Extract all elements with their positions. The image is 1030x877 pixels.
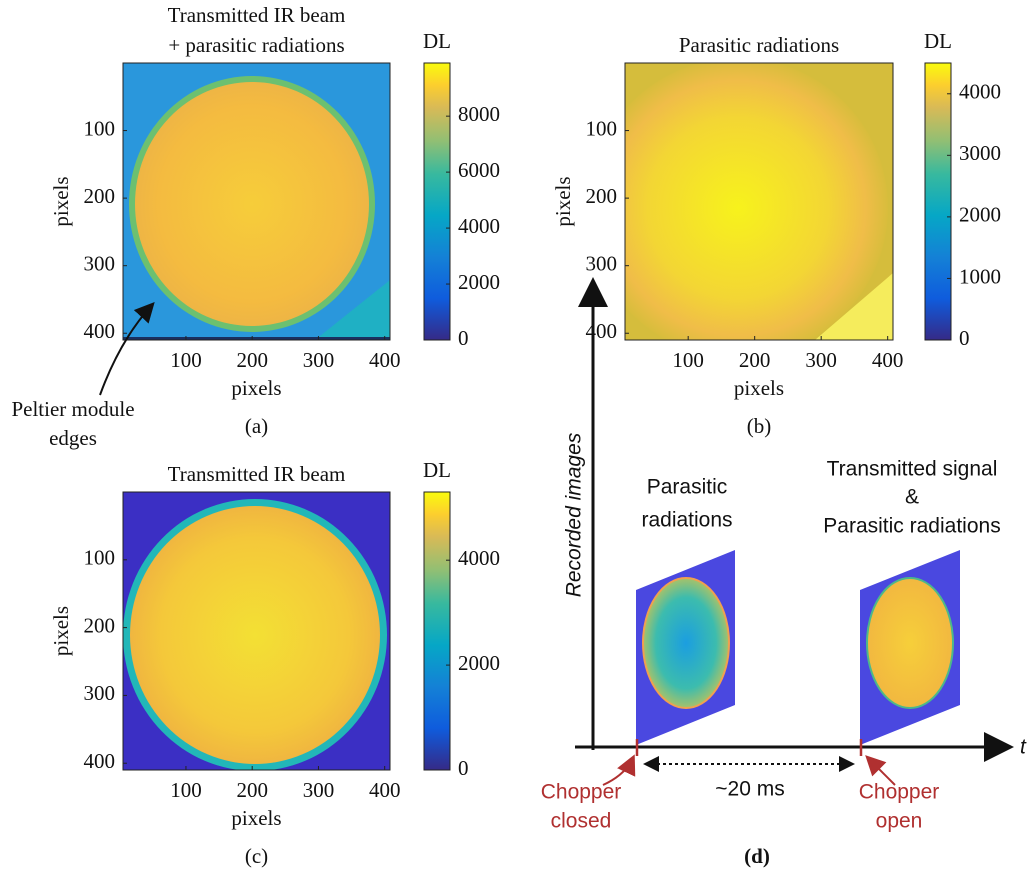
y-tick-label: 300 (84, 251, 116, 275)
colorbar-label: DL (924, 29, 952, 53)
event-label: Chopper (541, 781, 622, 804)
heatmap-b (625, 63, 893, 340)
colorbar-label: DL (423, 458, 451, 482)
caption: (a) (245, 414, 268, 438)
chart-title: + parasitic radiations (168, 33, 344, 57)
annotation-arrow (99, 302, 155, 396)
x-tick-label: 400 (369, 778, 401, 802)
y-tick-label: 200 (84, 613, 116, 637)
x-tick-label: 100 (672, 348, 704, 372)
event-label: Chopper (859, 781, 940, 804)
heatmap-a (123, 63, 390, 340)
frame-image (866, 577, 954, 709)
colorbar-tick-label: 4000 (458, 214, 500, 238)
heatmap-c (123, 492, 390, 770)
y-axis-label: pixels (49, 606, 73, 656)
colorbar-tick-label: 0 (959, 326, 970, 350)
colorbar (423, 491, 451, 771)
x-tick-label: 300 (805, 348, 837, 372)
chart-title: Parasitic radiations (679, 33, 839, 57)
frame-image (642, 577, 730, 709)
event-label: closed (551, 810, 612, 833)
x-tick-label: 100 (170, 778, 202, 802)
y-axis-label: pixels (551, 176, 575, 226)
x-axis-label: pixels (231, 806, 281, 830)
x-tick-label: 300 (303, 778, 335, 802)
y-tick-label: 300 (84, 681, 116, 705)
caption: (b) (747, 414, 772, 438)
x-tick-label: 200 (236, 778, 268, 802)
y-axis-label: pixels (49, 176, 73, 226)
y-tick-label: 400 (84, 749, 116, 773)
colorbar-tick-label: 3000 (959, 141, 1001, 165)
colorbar-tick-label: 2000 (458, 651, 500, 675)
event-arrow (865, 755, 896, 786)
caption: (c) (245, 844, 268, 868)
frame-label: Parasitic (647, 476, 728, 499)
event-label: open (876, 810, 923, 833)
interval-label: ~20 ms (715, 778, 784, 801)
chart-title: Transmitted IR beam (168, 462, 346, 486)
colorbar (924, 62, 952, 341)
axis-label: t (1020, 736, 1027, 759)
annotation: Peltier module (11, 397, 134, 421)
colorbar-tick-label: 6000 (458, 158, 500, 182)
colorbar-tick-label: 4000 (959, 80, 1001, 104)
colorbar-tick-label: 0 (458, 326, 469, 350)
axis-label: Recorded images (563, 432, 586, 597)
frame-label: Parasitic radiations (823, 515, 1000, 538)
colorbar-tick-label: 0 (458, 756, 469, 780)
x-tick-label: 200 (236, 348, 268, 372)
plot-frame (122, 491, 391, 771)
x-tick-label: 200 (739, 348, 771, 372)
plot-frame (624, 62, 894, 341)
colorbar-tick-label: 2000 (458, 270, 500, 294)
plot-frame (122, 62, 391, 341)
colorbar-label: DL (423, 29, 451, 53)
chart-title: Transmitted IR beam (168, 3, 346, 27)
colorbar-tick-label: 1000 (959, 264, 1001, 288)
y-tick-label: 300 (586, 251, 618, 275)
colorbar-tick-label: 4000 (458, 546, 500, 570)
frame-label: radiations (641, 509, 732, 532)
y-tick-label: 200 (586, 184, 618, 208)
colorbar-tick-label: 8000 (458, 102, 500, 126)
annotation: edges (49, 426, 97, 450)
y-tick-label: 100 (84, 116, 116, 140)
x-axis-label: pixels (734, 376, 784, 400)
x-tick-label: 100 (170, 348, 202, 372)
x-tick-label: 400 (872, 348, 904, 372)
event-arrow (602, 754, 636, 786)
y-tick-label: 400 (586, 319, 618, 343)
colorbar (423, 62, 451, 341)
y-tick-label: 400 (84, 319, 116, 343)
y-tick-label: 200 (84, 184, 116, 208)
x-tick-label: 300 (303, 348, 335, 372)
colorbar-tick-label: 2000 (959, 203, 1001, 227)
caption: (d) (744, 844, 770, 868)
diagram-d: t Recorded images Parasitic radiations T… (541, 277, 1027, 868)
x-axis-label: pixels (231, 376, 281, 400)
x-tick-label: 400 (369, 348, 401, 372)
frame-label: & (905, 486, 919, 509)
y-tick-label: 100 (84, 546, 116, 570)
y-tick-label: 100 (586, 116, 618, 140)
frame-label: Transmitted signal (827, 458, 998, 481)
